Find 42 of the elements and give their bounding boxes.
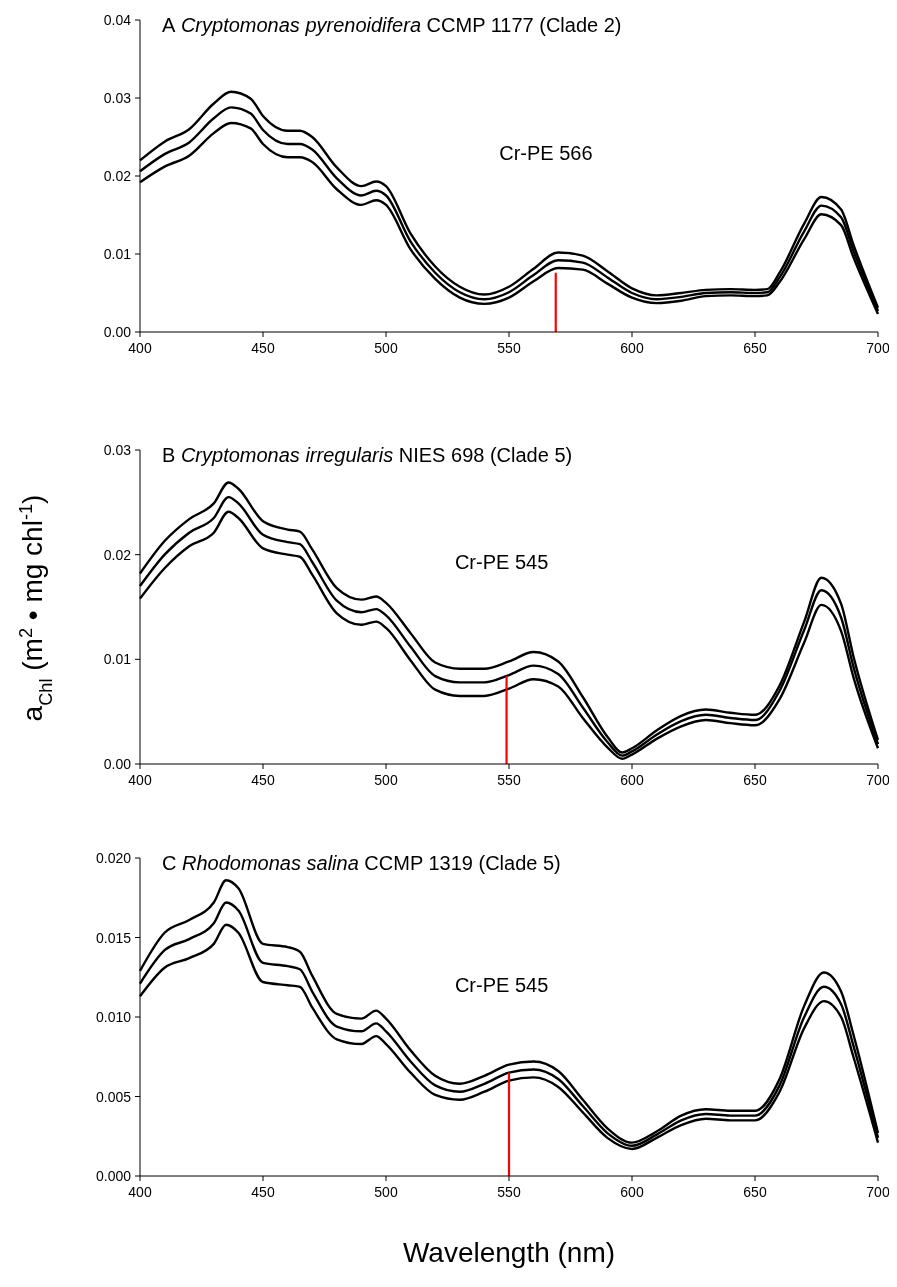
y-tick-label: 0.000 xyxy=(95,1168,132,1184)
x-tick-label: 600 xyxy=(620,772,644,788)
x-tick-label: 400 xyxy=(128,1184,152,1200)
x-tick-label: 650 xyxy=(743,1184,767,1200)
x-tick-label: 700 xyxy=(866,772,890,788)
x-tick-label: 400 xyxy=(128,340,152,356)
y-tick-label: 0.02 xyxy=(103,546,132,563)
chart-title: B Cryptomonas irregularis NIES 698 (Clade 5) xyxy=(162,444,573,466)
y-tick-label: 0.01 xyxy=(103,246,132,262)
x-tick-label: 650 xyxy=(743,772,767,788)
x-tick-label: 600 xyxy=(620,340,644,356)
x-tick-label: 550 xyxy=(497,772,521,788)
x-tick-label: 450 xyxy=(251,1184,275,1200)
y-tick-label: 0.03 xyxy=(103,90,132,106)
y-tick-label: 0.01 xyxy=(103,651,132,668)
x-tick-label: 450 xyxy=(251,340,275,356)
annotation: Cr-PE 566 xyxy=(499,142,593,165)
y-tick-label: 0.04 xyxy=(103,12,132,28)
y-tick-label: 0.03 xyxy=(103,442,132,458)
y-tick-label: 0.00 xyxy=(103,324,132,340)
y-tick-label: 0.010 xyxy=(95,1009,132,1025)
x-tick-label: 500 xyxy=(374,1184,398,1200)
annotation: Cr-PE 545 xyxy=(454,973,549,996)
chart-title: C Rhodomonas salina CCMP 1319 (Clade 5) xyxy=(162,852,561,874)
x-tick-label: 400 xyxy=(128,772,152,788)
x-tick-label: 600 xyxy=(620,1184,644,1200)
x-tick-label: 500 xyxy=(374,340,398,356)
y-tick-label: 0.00 xyxy=(103,756,132,772)
y-tick-label: 0.020 xyxy=(95,850,132,866)
chart-title: A Cryptomonas pyrenoidifera CCMP 1177 (Clade 2) xyxy=(162,14,622,36)
x-tick-label: 650 xyxy=(743,340,767,356)
annotation: Cr-PE 545 xyxy=(454,551,549,574)
y-tick-label: 0.005 xyxy=(95,1088,132,1105)
x-tick-label: 700 xyxy=(866,340,890,356)
y-tick-label: 0.015 xyxy=(95,929,132,946)
x-tick-label: 550 xyxy=(497,1184,521,1200)
x-tick-label: 700 xyxy=(866,1184,890,1200)
x-tick-label: 450 xyxy=(251,772,275,788)
y-tick-label: 0.02 xyxy=(103,168,132,184)
x-tick-label: 550 xyxy=(497,340,521,356)
x-axis-title: Wavelength (nm) xyxy=(402,1237,616,1268)
x-tick-label: 500 xyxy=(374,772,398,788)
